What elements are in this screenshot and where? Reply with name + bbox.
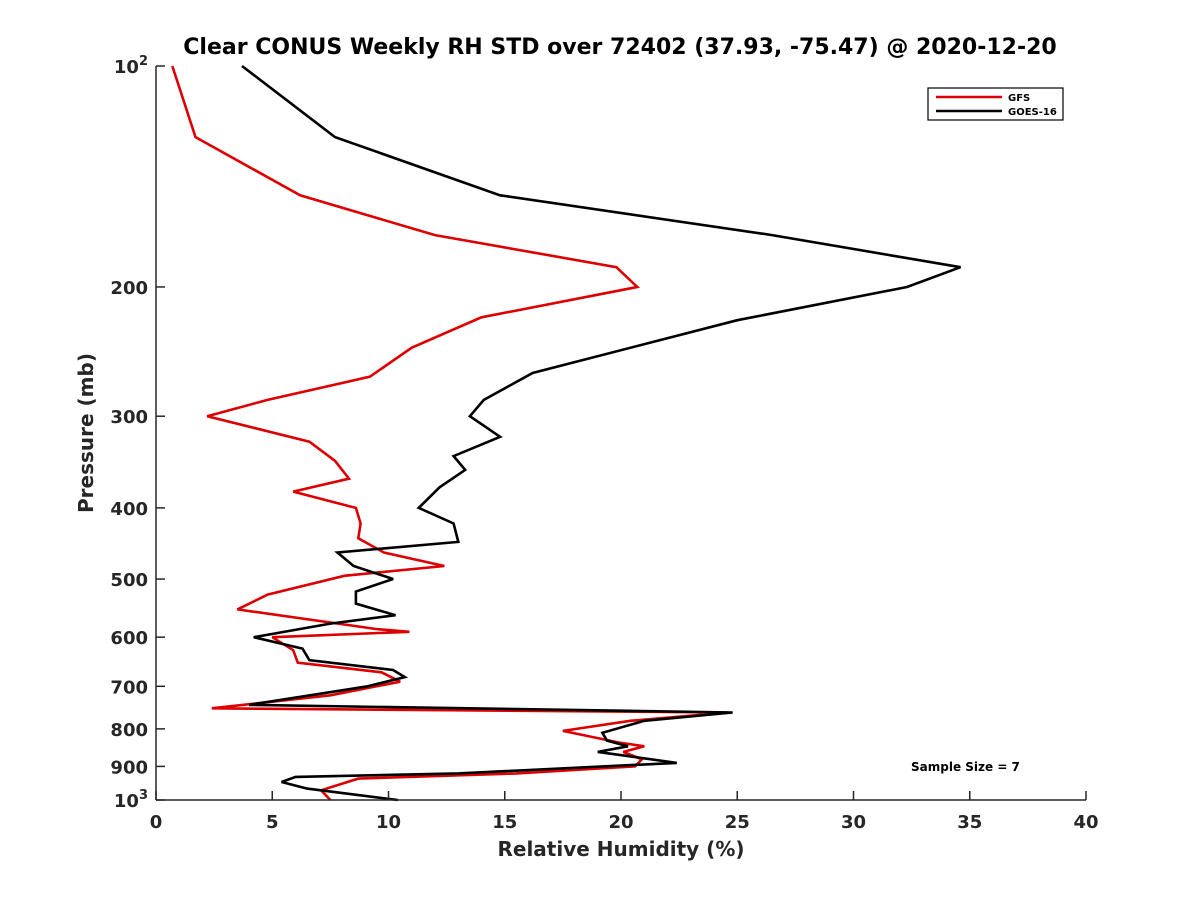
x-tick-label: 5 — [266, 812, 279, 833]
y-tick-label: 900 — [110, 757, 148, 778]
x-tick-label: 0 — [150, 812, 163, 833]
legend-label-goes16: GOES-16 — [1008, 107, 1057, 118]
x-axis-label: Relative Humidity (%) — [497, 837, 744, 861]
y-tick-label: 700 — [110, 677, 148, 698]
legend: GFS GOES-16 — [927, 87, 1064, 121]
x-tick-label: 10 — [376, 812, 401, 833]
series-line-goes16 — [241, 64, 961, 802]
y-tick-label: 800 — [110, 720, 148, 741]
chart-title: Clear CONUS Weekly RH STD over 72402 (37… — [183, 35, 1056, 60]
y-tick-label: 600 — [110, 628, 148, 649]
y-axis-label: Pressure (mb) — [74, 353, 98, 513]
legend-label-gfs: GFS — [1008, 93, 1030, 104]
x-tick-label: 40 — [1073, 812, 1098, 833]
x-tick-label: 20 — [608, 812, 633, 833]
y-ticks: 102 200 300 400 500 600 700 800 900 103 — [110, 54, 165, 812]
legend-box — [927, 87, 1064, 121]
x-ticks: 0 5 10 15 20 25 30 35 40 — [150, 791, 1099, 833]
y-tick-label: 102 — [114, 54, 148, 78]
y-tick-label: 103 — [114, 788, 148, 812]
series-layer — [171, 64, 961, 802]
x-tick-label: 35 — [957, 812, 982, 833]
x-tick-label: 25 — [725, 812, 750, 833]
sample-size-annotation: Sample Size = 7 — [911, 760, 1020, 774]
y-tick-label: 300 — [110, 407, 148, 428]
y-tick-label: 200 — [110, 278, 148, 299]
x-tick-label: 15 — [492, 812, 517, 833]
y-tick-label: 500 — [110, 570, 148, 591]
series-line-gfs — [171, 65, 729, 801]
x-tick-label: 30 — [841, 812, 866, 833]
y-tick-label: 400 — [110, 499, 148, 520]
